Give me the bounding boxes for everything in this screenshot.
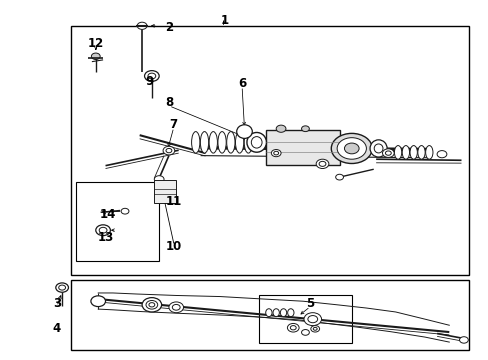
Circle shape — [121, 208, 129, 214]
Ellipse shape — [369, 140, 386, 157]
Circle shape — [304, 313, 321, 325]
Text: 2: 2 — [164, 21, 173, 34]
Circle shape — [335, 174, 343, 180]
Circle shape — [172, 305, 180, 310]
Circle shape — [273, 151, 278, 155]
Text: 7: 7 — [169, 118, 178, 131]
Text: 1: 1 — [221, 14, 228, 27]
Circle shape — [319, 161, 325, 166]
Bar — [266, 130, 339, 165]
Text: 13: 13 — [97, 231, 113, 244]
Circle shape — [154, 176, 163, 183]
Ellipse shape — [244, 132, 252, 153]
Text: 4: 4 — [53, 322, 61, 335]
Circle shape — [276, 125, 285, 132]
Circle shape — [146, 301, 158, 309]
Text: 14: 14 — [100, 208, 116, 221]
Circle shape — [287, 323, 299, 332]
Text: 9: 9 — [145, 75, 153, 88]
Circle shape — [59, 285, 65, 290]
Circle shape — [137, 22, 147, 30]
Circle shape — [330, 134, 371, 163]
Bar — [259, 295, 351, 343]
Circle shape — [149, 303, 155, 307]
Text: 10: 10 — [165, 240, 182, 253]
Bar — [71, 26, 468, 275]
Ellipse shape — [236, 125, 252, 138]
Ellipse shape — [417, 145, 424, 159]
Circle shape — [301, 329, 309, 335]
Text: 12: 12 — [87, 37, 103, 50]
Bar — [154, 180, 176, 203]
Circle shape — [144, 71, 159, 81]
Circle shape — [165, 148, 171, 153]
Circle shape — [290, 325, 296, 330]
Circle shape — [91, 296, 105, 307]
Circle shape — [301, 126, 309, 132]
Circle shape — [436, 150, 446, 158]
Bar — [71, 280, 468, 350]
Circle shape — [382, 149, 393, 157]
Circle shape — [271, 149, 281, 157]
Text: 8: 8 — [164, 96, 173, 109]
Circle shape — [56, 283, 68, 292]
Ellipse shape — [402, 145, 409, 159]
Ellipse shape — [265, 309, 271, 317]
Circle shape — [99, 227, 107, 233]
Circle shape — [310, 325, 319, 332]
Ellipse shape — [287, 309, 293, 317]
Ellipse shape — [409, 145, 416, 159]
Ellipse shape — [425, 145, 432, 159]
Ellipse shape — [272, 309, 279, 317]
Circle shape — [307, 316, 317, 323]
Ellipse shape — [394, 145, 401, 159]
Text: 3: 3 — [53, 297, 61, 310]
Ellipse shape — [209, 132, 217, 153]
Ellipse shape — [200, 132, 208, 153]
Ellipse shape — [373, 144, 382, 153]
Ellipse shape — [235, 132, 244, 153]
Circle shape — [142, 298, 161, 312]
Circle shape — [163, 146, 174, 155]
Circle shape — [336, 138, 366, 159]
Circle shape — [96, 225, 110, 235]
Circle shape — [313, 327, 317, 330]
Ellipse shape — [251, 136, 262, 148]
Circle shape — [91, 53, 100, 59]
Ellipse shape — [218, 132, 226, 153]
Circle shape — [316, 159, 328, 168]
Text: 6: 6 — [238, 77, 245, 90]
Circle shape — [459, 337, 468, 343]
Circle shape — [344, 143, 358, 154]
Ellipse shape — [246, 132, 266, 152]
Text: 5: 5 — [305, 297, 314, 310]
Circle shape — [148, 73, 156, 79]
Text: 11: 11 — [165, 195, 182, 208]
Ellipse shape — [191, 132, 200, 153]
Circle shape — [385, 151, 390, 155]
Ellipse shape — [280, 309, 286, 317]
Circle shape — [168, 302, 183, 313]
Bar — [76, 182, 159, 261]
Ellipse shape — [226, 132, 235, 153]
